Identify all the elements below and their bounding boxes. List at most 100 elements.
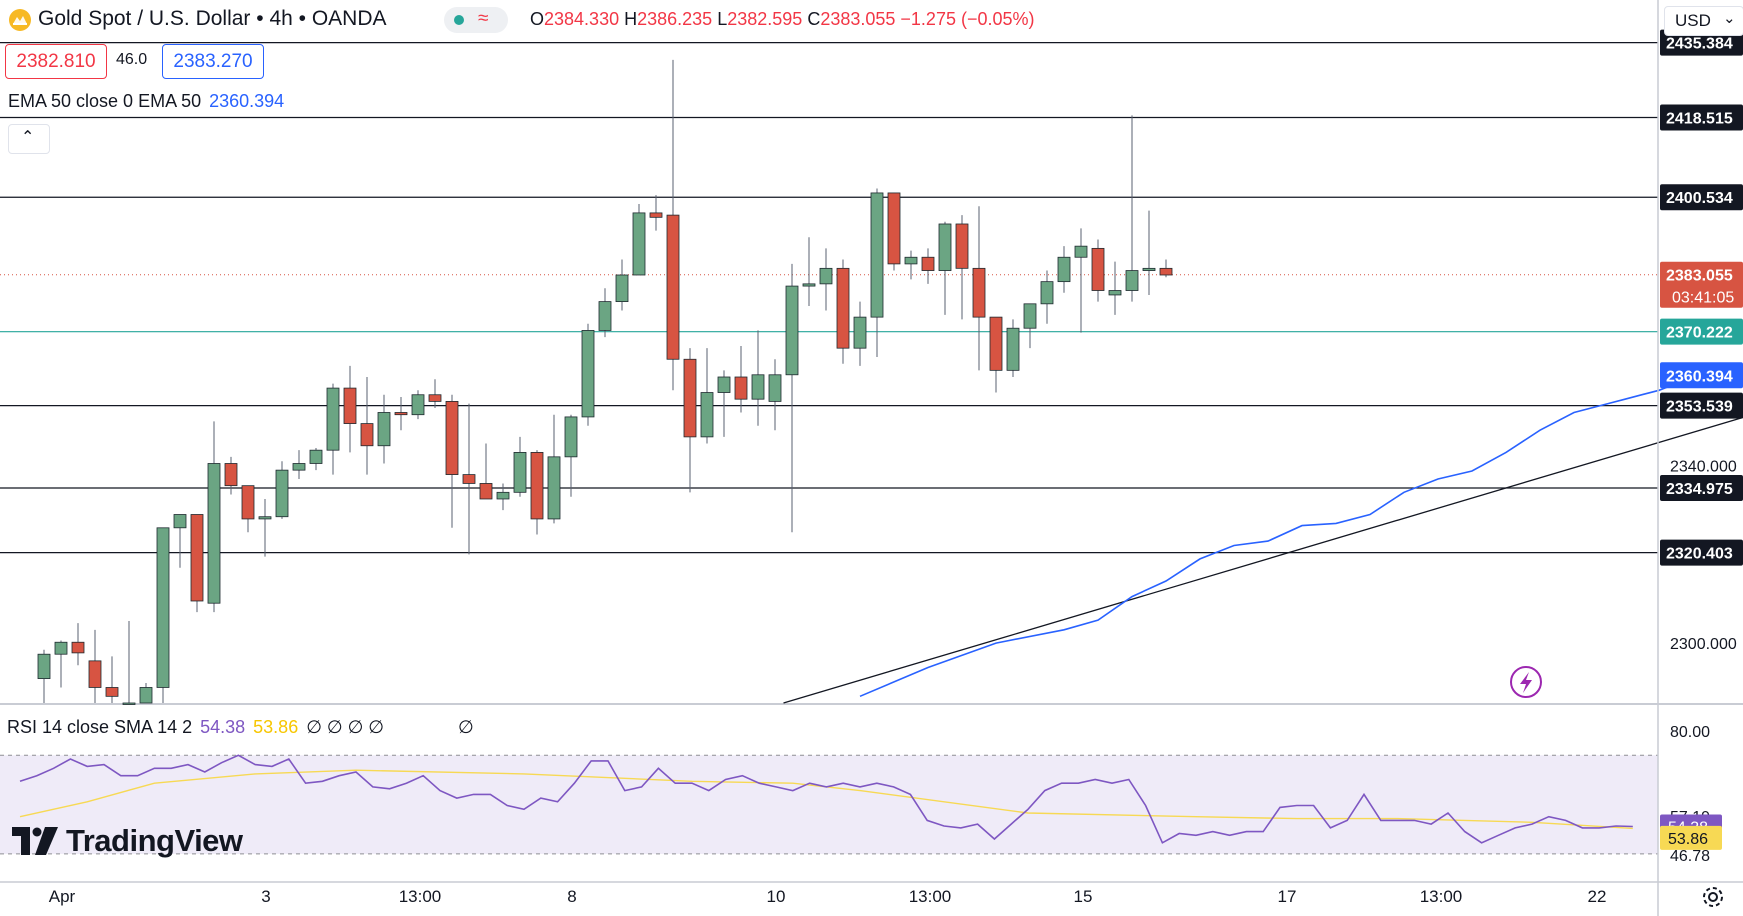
candle[interactable]	[683, 348, 697, 493]
candle[interactable]	[105, 656, 119, 703]
candle[interactable]	[870, 188, 884, 358]
candle-body	[870, 192, 884, 318]
rsi-band	[0, 755, 1658, 854]
candle[interactable]	[632, 204, 646, 276]
candle-body	[938, 223, 952, 271]
candle[interactable]	[734, 345, 748, 413]
status-indicators[interactable]: ≈	[444, 7, 508, 33]
candle[interactable]	[37, 649, 51, 703]
candle[interactable]	[649, 195, 663, 231]
candle-body	[377, 412, 391, 447]
sell-button[interactable]: 2382.810	[5, 44, 107, 79]
candle[interactable]	[462, 403, 476, 555]
candles[interactable]	[37, 59, 1173, 705]
candle-body	[581, 330, 595, 418]
candle[interactable]	[615, 259, 629, 311]
buy-button[interactable]: 2383.270	[162, 44, 264, 79]
candle-body	[496, 491, 510, 500]
candle[interactable]	[241, 485, 255, 533]
candle[interactable]	[1074, 228, 1088, 333]
candle[interactable]	[717, 370, 731, 437]
rsi-legend-extra: ∅ ∅ ∅ ∅	[306, 717, 384, 737]
candle[interactable]	[1006, 319, 1020, 378]
candle[interactable]	[598, 288, 612, 338]
candle[interactable]	[122, 620, 136, 705]
level-label-bg	[1660, 104, 1743, 131]
candle[interactable]	[564, 414, 578, 497]
candle[interactable]	[496, 483, 510, 511]
candle[interactable]	[394, 396, 408, 431]
candle[interactable]	[853, 301, 867, 366]
candle[interactable]	[88, 629, 102, 703]
candle[interactable]	[71, 623, 85, 666]
settings-gear-icon[interactable]	[1700, 884, 1726, 910]
tradingview-logo[interactable]: TradingView	[12, 823, 243, 859]
candle[interactable]	[275, 461, 289, 519]
level-label: 2353.539	[1666, 399, 1733, 416]
candle[interactable]	[224, 456, 238, 495]
candle[interactable]	[547, 414, 561, 524]
candle[interactable]	[955, 215, 969, 320]
candle[interactable]	[190, 514, 204, 613]
candle[interactable]	[1040, 270, 1054, 324]
candle-body	[683, 358, 697, 438]
candle[interactable]	[819, 248, 833, 311]
candle[interactable]	[1142, 210, 1156, 295]
candle[interactable]	[921, 248, 935, 284]
candle[interactable]	[428, 379, 442, 409]
collapse-legend-button[interactable]: ⌃	[8, 124, 50, 154]
candle-body	[1040, 281, 1054, 305]
candle[interactable]	[836, 259, 850, 364]
candle[interactable]	[309, 447, 323, 471]
candle[interactable]	[1159, 259, 1173, 278]
candle[interactable]	[360, 377, 374, 475]
candle[interactable]	[1023, 303, 1037, 349]
currency-select[interactable]: USD ⌄	[1664, 6, 1743, 36]
candle[interactable]	[700, 348, 714, 444]
candle[interactable]	[1108, 261, 1122, 315]
candle[interactable]	[802, 237, 816, 307]
candle[interactable]	[377, 394, 391, 464]
candle[interactable]	[173, 514, 187, 568]
candle[interactable]	[989, 316, 1003, 393]
candle[interactable]	[1057, 246, 1071, 293]
horizontal-levels[interactable]	[0, 42, 1658, 554]
candle[interactable]	[666, 59, 680, 391]
time-tick-label: 15	[1074, 887, 1093, 906]
ema-legend[interactable]: EMA 50 close 0 EMA 50 2360.394	[8, 91, 284, 112]
candle-body	[785, 285, 799, 376]
candle[interactable]	[479, 443, 493, 500]
candle[interactable]	[887, 192, 901, 271]
candle-body	[1006, 327, 1020, 371]
candle[interactable]	[445, 394, 459, 528]
candle[interactable]	[139, 683, 153, 704]
candle[interactable]	[156, 527, 170, 703]
candle[interactable]	[326, 383, 340, 475]
candle[interactable]	[581, 323, 595, 426]
symbol-title[interactable]: Gold Spot / U.S. Dollar • 4h • OANDA	[38, 7, 387, 30]
candle[interactable]	[530, 450, 544, 535]
candle-body	[173, 514, 187, 529]
candle[interactable]	[343, 365, 357, 453]
candle[interactable]	[258, 498, 272, 557]
candle[interactable]	[972, 206, 986, 371]
candle[interactable]	[54, 640, 68, 688]
lightning-icon[interactable]	[1510, 666, 1542, 698]
candle[interactable]	[513, 436, 527, 497]
candle[interactable]	[1125, 115, 1139, 302]
candle[interactable]	[938, 221, 952, 315]
candle[interactable]	[207, 421, 221, 613]
candle[interactable]	[904, 250, 918, 280]
candle-body	[411, 394, 425, 416]
candle[interactable]	[785, 263, 799, 533]
rsi-pane[interactable]	[0, 703, 1743, 855]
rsi-legend[interactable]: RSI 14 close SMA 14 2 54.38 53.86 ∅ ∅ ∅ ∅ ∅	[7, 717, 474, 738]
candle[interactable]	[292, 450, 306, 480]
candle[interactable]	[751, 330, 765, 426]
time-tick-label: 22	[1588, 887, 1607, 906]
candle[interactable]	[1091, 239, 1105, 302]
candle[interactable]	[411, 390, 425, 420]
candle[interactable]	[768, 359, 782, 431]
gold-coin-icon[interactable]	[8, 8, 32, 32]
